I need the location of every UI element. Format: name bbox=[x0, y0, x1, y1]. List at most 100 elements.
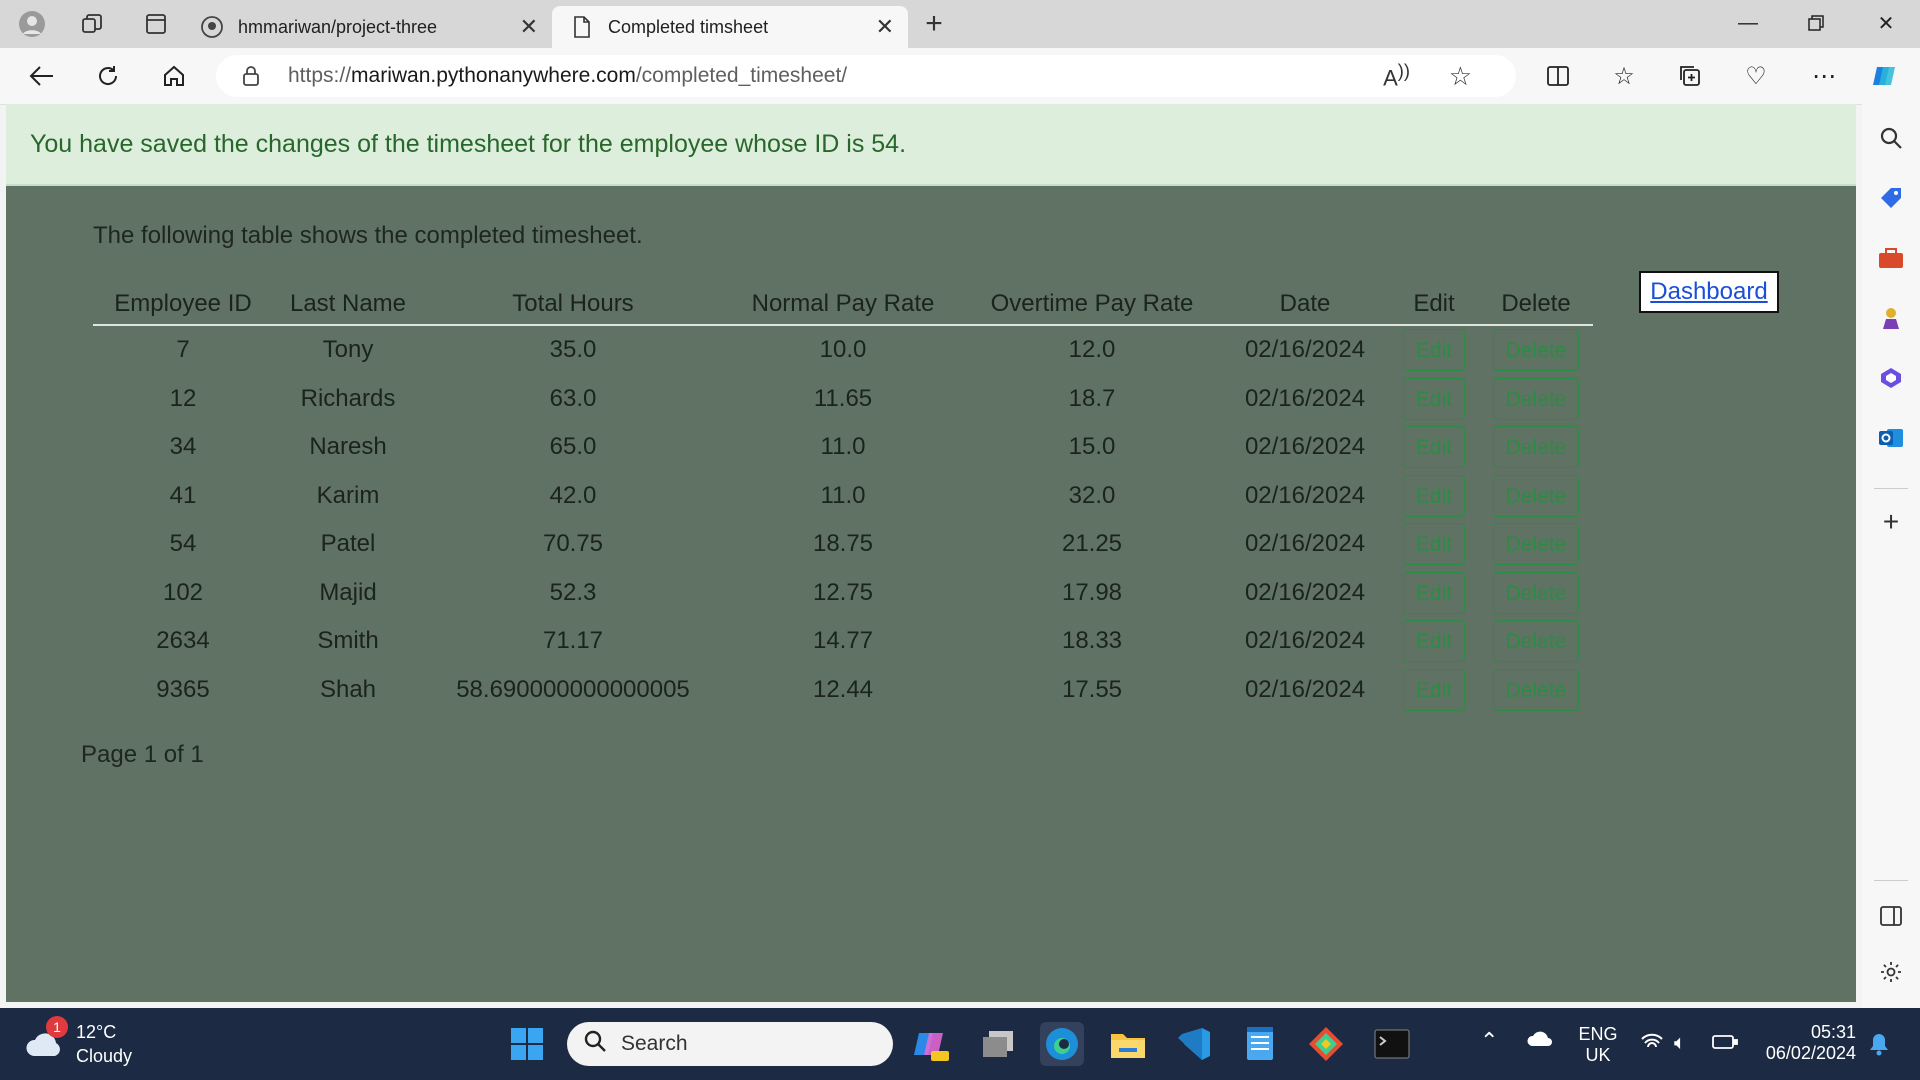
hide-sidebar-icon[interactable] bbox=[1875, 900, 1907, 932]
microsoft-365-icon[interactable] bbox=[1875, 362, 1907, 394]
more-options-icon[interactable]: ⋯ bbox=[1812, 62, 1836, 90]
split-screen-icon[interactable] bbox=[1540, 58, 1576, 94]
clock[interactable]: 05:31 06/02/2024 bbox=[1756, 1022, 1856, 1064]
address-bar[interactable]: https://mariwan.pythonanywhere.com/compl… bbox=[216, 55, 1516, 97]
edit-button[interactable]: Edit bbox=[1403, 571, 1465, 614]
copilot-pre-icon[interactable] bbox=[910, 1022, 954, 1066]
tab-completed-timesheet[interactable]: Completed timsheet ✕ bbox=[552, 6, 908, 48]
edit-button[interactable]: Edit bbox=[1403, 426, 1465, 469]
restore-icon[interactable] bbox=[1782, 0, 1850, 46]
cell-last-name: Smith bbox=[317, 627, 379, 655]
lock-icon[interactable] bbox=[242, 65, 260, 92]
cell-normal-pay-rate: 11.65 bbox=[813, 384, 873, 412]
shopping-tag-icon[interactable] bbox=[1875, 182, 1907, 214]
notification-bell-icon[interactable] bbox=[1868, 1032, 1890, 1061]
read-aloud-icon[interactable]: A)) bbox=[1383, 60, 1410, 91]
tools-icon[interactable] bbox=[1875, 242, 1907, 274]
terminal-icon[interactable] bbox=[1370, 1022, 1414, 1066]
search-icon[interactable] bbox=[1875, 122, 1907, 154]
delete-button[interactable]: Delete bbox=[1493, 329, 1579, 372]
copilot-icon[interactable] bbox=[1868, 58, 1904, 94]
cell-total-hours: 42.0 bbox=[549, 481, 597, 509]
dashboard-link[interactable]: Dashboard bbox=[1650, 278, 1768, 305]
favorites-icon[interactable]: ☆ bbox=[1613, 62, 1635, 90]
notepad-icon[interactable] bbox=[1238, 1022, 1282, 1066]
edge-browser-icon[interactable] bbox=[1040, 1022, 1084, 1066]
settings-gear-icon[interactable] bbox=[1875, 956, 1907, 988]
cell-employee-id: 41 bbox=[169, 481, 197, 509]
tab-github[interactable]: hmmariwan/project-three ✕ bbox=[200, 6, 552, 48]
cell-normal-pay-rate: 11.0 bbox=[820, 481, 866, 509]
cell-overtime-pay-rate: 18.33 bbox=[1061, 627, 1123, 655]
edit-button[interactable]: Edit bbox=[1403, 474, 1465, 517]
delete-button[interactable]: Delete bbox=[1493, 668, 1579, 711]
edit-button[interactable]: Edit bbox=[1403, 620, 1465, 663]
edit-button[interactable]: Edit bbox=[1403, 668, 1465, 711]
table-row: 2634 Smith 71.17 14.77 18.33 02/16/2024 … bbox=[93, 617, 1593, 666]
github-icon bbox=[200, 15, 224, 39]
collections-icon[interactable] bbox=[1672, 58, 1708, 94]
close-window-icon[interactable]: ✕ bbox=[1877, 12, 1895, 35]
profile-icon[interactable] bbox=[16, 8, 48, 40]
onedrive-cloud-icon[interactable] bbox=[1526, 1030, 1554, 1053]
page-icon bbox=[570, 15, 594, 39]
back-icon[interactable] bbox=[24, 58, 60, 94]
close-tab-icon[interactable]: ✕ bbox=[875, 14, 894, 39]
delete-button[interactable]: Delete bbox=[1493, 474, 1579, 517]
refresh-icon[interactable] bbox=[90, 58, 126, 94]
battery-icon[interactable] bbox=[1712, 1034, 1738, 1055]
cell-date: 02/16/2024 bbox=[1244, 675, 1366, 703]
search-icon bbox=[583, 1029, 607, 1059]
clock-time: 05:31 bbox=[1810, 1022, 1856, 1042]
close-tab-icon[interactable]: ✕ bbox=[519, 14, 538, 39]
wifi-icon[interactable] bbox=[1640, 1032, 1664, 1057]
header-normal-pay-rate: Normal Pay Rate bbox=[723, 284, 963, 326]
language-indicator[interactable]: ENG UK bbox=[1578, 1024, 1618, 1066]
cell-date: 02/16/2024 bbox=[1244, 433, 1366, 461]
table-header-row: Employee ID Last Name Total Hours Normal… bbox=[93, 284, 1593, 326]
cell-date: 02/16/2024 bbox=[1244, 384, 1366, 412]
header-date: Date bbox=[1221, 284, 1389, 326]
volume-icon[interactable]: 🔈︎ bbox=[1674, 1032, 1686, 1054]
outlook-icon[interactable] bbox=[1875, 422, 1907, 454]
cell-last-name: Shah bbox=[319, 675, 377, 703]
header-last-name: Last Name bbox=[273, 284, 423, 326]
edit-button[interactable]: Edit bbox=[1403, 523, 1465, 566]
vscode-icon[interactable] bbox=[1172, 1022, 1216, 1066]
task-view-icon[interactable] bbox=[976, 1022, 1020, 1066]
edit-button[interactable]: Edit bbox=[1403, 329, 1465, 372]
edge-sidebar: + bbox=[1862, 104, 1920, 1008]
alert-message: You have saved the changes of the timesh… bbox=[30, 129, 907, 158]
delete-button[interactable]: Delete bbox=[1493, 523, 1579, 566]
vertical-tabs-icon[interactable] bbox=[140, 8, 172, 40]
browser-toolbar: https://mariwan.pythonanywhere.com/compl… bbox=[0, 48, 1920, 105]
home-icon[interactable] bbox=[156, 58, 192, 94]
new-tab-icon[interactable]: + bbox=[925, 7, 943, 40]
workspaces-icon[interactable] bbox=[76, 8, 108, 40]
add-sidebar-app-icon[interactable]: + bbox=[1882, 506, 1900, 537]
cell-last-name: Karim bbox=[316, 481, 380, 509]
delete-button[interactable]: Delete bbox=[1493, 426, 1579, 469]
cell-total-hours: 58.690000000000005 bbox=[456, 675, 690, 703]
chevron-up-icon[interactable]: ⌃ bbox=[1480, 1028, 1499, 1053]
cell-overtime-pay-rate: 12.0 bbox=[1068, 336, 1116, 364]
minimize-icon[interactable]: — bbox=[1738, 11, 1758, 34]
tab-title: hmmariwan/project-three bbox=[238, 16, 438, 37]
cell-date: 02/16/2024 bbox=[1244, 336, 1366, 364]
taskbar-search-input[interactable]: Search bbox=[567, 1022, 893, 1066]
cell-normal-pay-rate: 18.75 bbox=[812, 530, 874, 558]
delete-button[interactable]: Delete bbox=[1493, 620, 1579, 663]
delete-button[interactable]: Delete bbox=[1493, 571, 1579, 614]
git-gui-icon[interactable] bbox=[1304, 1022, 1348, 1066]
favorite-star-icon[interactable]: ☆ bbox=[1448, 60, 1472, 91]
file-explorer-icon[interactable] bbox=[1106, 1022, 1150, 1066]
cell-total-hours: 65.0 bbox=[549, 433, 597, 461]
browser-essentials-icon[interactable]: ♡ bbox=[1745, 62, 1767, 90]
cell-normal-pay-rate: 11.0 bbox=[820, 433, 866, 461]
dashboard-button[interactable]: Dashboard bbox=[1639, 271, 1779, 313]
edit-button[interactable]: Edit bbox=[1403, 377, 1465, 420]
weather-widget[interactable]: 1 12°C Cloudy bbox=[24, 1016, 132, 1066]
start-windows-icon[interactable] bbox=[505, 1022, 549, 1066]
delete-button[interactable]: Delete bbox=[1493, 377, 1579, 420]
games-icon[interactable] bbox=[1875, 302, 1907, 334]
